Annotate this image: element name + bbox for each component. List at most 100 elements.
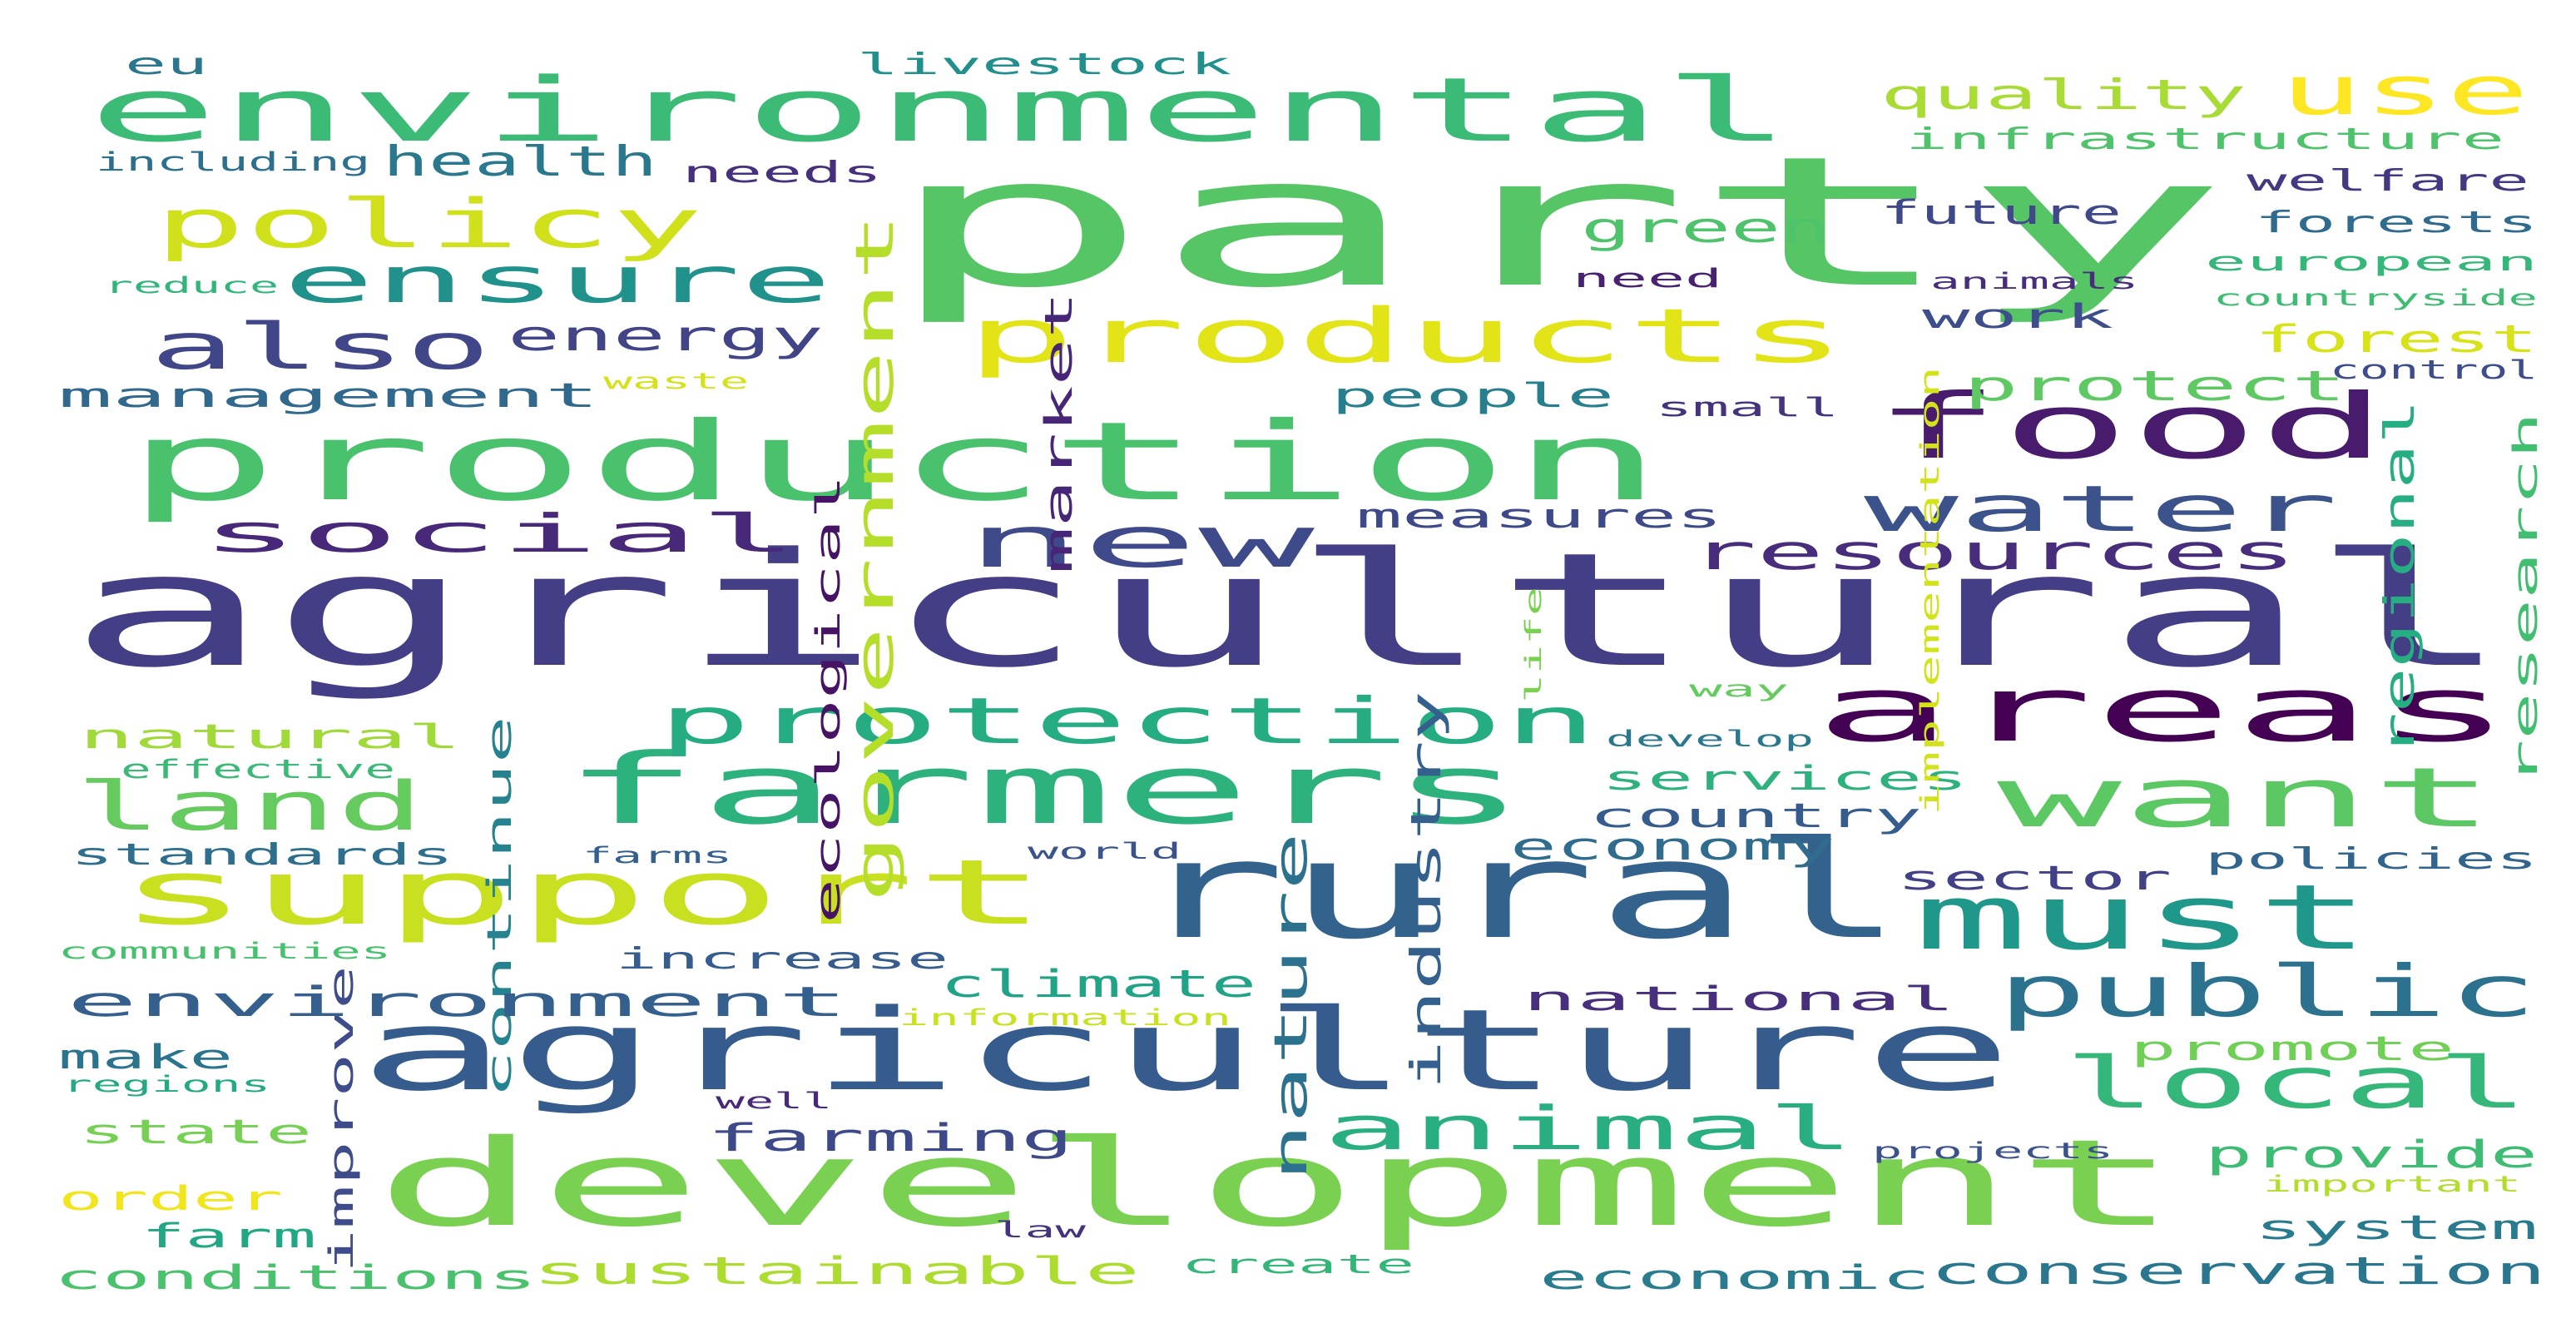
word-regional: regional [2375, 399, 2424, 757]
word-social: social [200, 503, 800, 564]
word-industry: industry [1402, 690, 1450, 1090]
word-development: development [374, 1113, 2181, 1253]
word-products: products [965, 293, 1848, 380]
word-well: well [716, 1088, 833, 1114]
word-animals: animals [1930, 269, 2139, 295]
word-protection: protection [657, 685, 1598, 759]
word-policy: policy [154, 186, 704, 264]
word-life: life [1521, 586, 1547, 703]
word-energy: energy [508, 312, 825, 360]
word-need: need [1573, 264, 1723, 294]
word-policies: policies [2205, 842, 2538, 876]
word-european: european [2205, 247, 2539, 277]
word-agricultural: agricultural [67, 519, 2514, 702]
word-local: local [2063, 1043, 2530, 1125]
word-projects: projects [1872, 1138, 2114, 1164]
word-health: health [383, 137, 658, 186]
word-reduce: reduce [104, 273, 280, 299]
word-environmental: environmental [87, 59, 1794, 162]
word-protect: protect [1964, 362, 2347, 410]
word-work: work [1922, 296, 2114, 336]
word-green: green [1581, 204, 1831, 252]
word-farms: farms [582, 843, 733, 869]
word-services: services [1602, 758, 1969, 798]
word-order: order [58, 1178, 284, 1218]
word-want: want [1997, 751, 2497, 846]
word-ensure: ensure [283, 244, 833, 318]
word-regions: regions [62, 1072, 271, 1098]
word-future: future [1880, 192, 2123, 232]
word-use: use [2280, 52, 2530, 131]
word-communities: communities [58, 939, 392, 964]
word-management: management [58, 375, 600, 415]
word-government: government [845, 211, 905, 903]
word-agriculture: agriculture [358, 985, 2014, 1116]
word-welfare: welfare [2247, 164, 2530, 198]
word-also: also [150, 310, 492, 384]
word-quality: quality [1880, 71, 2247, 119]
word-create: create [1181, 1250, 1415, 1280]
word-country: country [1589, 795, 1923, 835]
word-food: food [1872, 375, 2389, 479]
word-needs: needs [682, 156, 883, 190]
word-forest: forest [2255, 317, 2539, 361]
word-promote: promote [2130, 1028, 2455, 1068]
word-including: including [96, 147, 371, 177]
word-resources: resources [1689, 524, 2297, 581]
word-economic: economic [1539, 1257, 1931, 1297]
word-new: new [965, 502, 1315, 584]
word-rural: rural [1132, 813, 1906, 969]
word-infrastructure: infrastructure [1905, 122, 2505, 156]
word-system: system [2255, 1207, 2539, 1247]
word-water: water [1864, 473, 2339, 547]
word-farmers: farmers [562, 732, 1528, 846]
word-make: make [58, 1037, 234, 1077]
word-land: land [75, 768, 425, 846]
word-control: control [2330, 355, 2539, 385]
word-research: research [2505, 411, 2545, 786]
word-eu: eu [125, 47, 209, 82]
word-public: public [1997, 951, 2539, 1033]
word-provide: provide [2205, 1132, 2539, 1177]
word-effective: effective [121, 755, 396, 785]
word-sector: sector [1897, 858, 2172, 898]
word-farming: farming [707, 1116, 1074, 1160]
word-conservation: conservation [1930, 1249, 2547, 1293]
word-continue: continue [479, 715, 519, 1098]
word-waste: waste [603, 369, 750, 394]
word-increase: increase [616, 942, 949, 976]
word-standards: standards [71, 838, 454, 872]
word-way: way [1689, 676, 1790, 702]
word-important: important [2263, 1172, 2522, 1197]
word-conditions: conditions [54, 1257, 537, 1297]
word-world: world [1028, 839, 1182, 865]
word-countryside: countryside [2213, 285, 2539, 311]
word-forests: forests [2255, 206, 2539, 240]
word-economy: economy [1510, 825, 1835, 869]
word-develop: develop [1606, 726, 1815, 752]
word-farm: farm [141, 1216, 317, 1256]
word-areas: areas [1814, 658, 2514, 762]
word-law: law [994, 1217, 1087, 1243]
word-ecological: ecological [808, 473, 848, 924]
word-livestock: livestock [857, 47, 1232, 82]
word-information: information [899, 1005, 1232, 1031]
word-party: party [882, 118, 2231, 327]
word-animal: animal [1323, 1093, 1856, 1163]
word-people: people [1331, 375, 1615, 415]
word-state: state [79, 1112, 313, 1152]
word-environment: environment [67, 978, 850, 1026]
word-implementation: implementation [1915, 365, 1945, 815]
word-natural: natural [79, 716, 463, 756]
word-national: national [1523, 979, 1956, 1018]
word-small: small [1656, 393, 1840, 423]
word-must: must [1914, 866, 2372, 970]
word-climate: climate [940, 962, 1257, 1006]
word-nature: nature [1265, 831, 1317, 1182]
word-production: production [125, 399, 1665, 525]
word-support: support [116, 841, 1049, 945]
word-measures: measures [1356, 496, 1723, 536]
word-market: market [1037, 290, 1081, 574]
word-sustainable: sustainable [533, 1249, 1141, 1293]
